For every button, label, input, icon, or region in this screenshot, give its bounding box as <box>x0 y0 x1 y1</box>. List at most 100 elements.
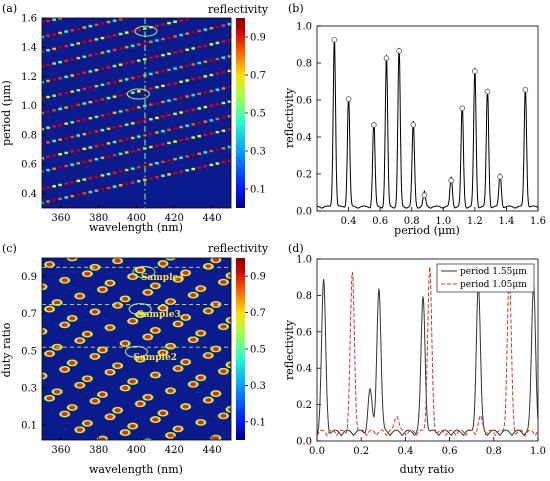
heatmap-a-cell <box>88 100 93 104</box>
heatmap-a-cell <box>143 147 147 150</box>
heatmap-c-dot-core <box>46 351 53 356</box>
heatmap-a-cell <box>185 137 189 141</box>
x-axis-c: 360 380 400 420 440 <box>51 436 222 456</box>
legend-d-entry-1: period 1.55μm <box>460 267 527 277</box>
heatmap-a-cell <box>106 96 111 100</box>
heatmap-c-dot-core <box>227 407 231 412</box>
heatmap-c-dot-core <box>190 382 197 387</box>
heatmap-a-cell <box>203 28 208 31</box>
heatmap-a-cell <box>167 68 171 72</box>
heatmap-a-cell <box>136 28 141 32</box>
heatmap-a-cell <box>185 64 189 68</box>
heatmap-a-cell <box>161 100 165 104</box>
series-b-markers <box>331 36 529 199</box>
heatmap-c-dot-core <box>205 308 212 313</box>
heatmap-c-dot-core <box>84 376 91 381</box>
heatmap-a-cell <box>209 104 214 107</box>
heatmap-a-cell <box>58 197 62 201</box>
heatmap-a-cell <box>118 94 123 97</box>
heatmap-a-cell <box>70 181 75 184</box>
heatmap-c-dot-core <box>42 329 46 334</box>
heatmap-a-cell <box>149 177 153 180</box>
heatmap-a-cell <box>58 18 62 20</box>
y-tick-label: 0.1 <box>21 421 37 432</box>
heatmap-a-cell <box>118 152 123 156</box>
heatmap-a-cell <box>112 19 117 22</box>
heatmap-a-cell <box>209 163 214 167</box>
heatmap-a-cell <box>58 31 62 35</box>
heatmap-a-cell <box>42 201 44 205</box>
heatmap-a-cell <box>100 36 105 40</box>
x-tick-label: 1.4 <box>498 216 514 227</box>
heatmap-c-dot-core <box>99 392 106 397</box>
heatmap-c-dot-core <box>61 278 68 283</box>
heatmap-a-cell <box>191 63 195 66</box>
heatmap-a-cell <box>197 45 202 49</box>
heatmap-a-cell <box>136 135 141 138</box>
panel-d: (d) 0.0 0.2 0.4 0.6 0.8 1.0 0.0 0.2 0.4 0.6 0.8 1.0… <box>283 242 546 476</box>
heatmap-a-cell <box>155 131 159 134</box>
heatmap-a-cell <box>143 119 147 122</box>
heatmap-c-dot-core <box>121 386 129 390</box>
heatmap-a-cell <box>130 107 135 110</box>
heatmap-a-cell <box>42 170 44 173</box>
heatmap-a-cell <box>94 130 99 133</box>
data-point-marker <box>459 105 466 112</box>
heatmap-a-cell <box>88 146 93 149</box>
panel-a-label: (a) <box>2 2 17 15</box>
panel-c-label: (c) <box>2 242 17 255</box>
heatmap-a-cell <box>112 185 117 188</box>
heatmap-a-cell <box>197 92 202 96</box>
heatmap-a-cell <box>173 127 177 130</box>
heatmap-a-cell <box>70 150 75 153</box>
heatmap-a-cell <box>227 69 231 73</box>
heatmap-a-cell <box>64 30 68 33</box>
y-axis-label-b: reflectivity <box>283 87 296 148</box>
heatmap-a-cell <box>94 23 99 26</box>
sample-ellipse <box>128 303 152 316</box>
heatmap-c-dot-core <box>114 408 121 413</box>
heatmap-c-dot-core <box>137 357 144 362</box>
heatmap-a-cell <box>88 24 93 28</box>
heatmap-c-dot-core <box>69 405 76 410</box>
heatmap-a-cell <box>149 145 153 149</box>
heatmap-c-dot-core <box>137 268 144 273</box>
colorbar-tick-label: 0.1 <box>250 417 266 428</box>
heatmap-a-cell <box>76 162 81 165</box>
heatmap-a-cell <box>124 92 129 96</box>
heatmap-a-cell <box>106 186 111 190</box>
data-point-marker <box>472 68 478 75</box>
y-axis-label-a: period (μm) <box>0 80 13 146</box>
heatmap-a-cell <box>161 160 165 164</box>
heatmap-a-cell <box>42 157 44 160</box>
heatmap-a-cell <box>179 96 183 100</box>
heatmap-a-cell <box>106 172 111 176</box>
colorbar-tick-label: 0.1 <box>250 185 266 196</box>
heatmap-c-dot-core <box>144 334 152 339</box>
x-tick-label: 0.2 <box>353 446 369 457</box>
heatmap-a-cell <box>82 178 87 181</box>
data-point-marker <box>371 122 377 128</box>
series-line-2 <box>316 266 539 437</box>
heatmap-a-cell <box>161 143 165 146</box>
heatmap-c-dot-core <box>129 424 136 429</box>
heatmap-a-cell <box>64 182 68 185</box>
heatmap-a-cell <box>52 78 56 81</box>
heatmap-c-dot-core <box>220 413 227 418</box>
heatmap-a-cell <box>112 95 117 98</box>
heatmap-c-dot-core <box>99 437 106 440</box>
heatmap-c-dot-core <box>42 284 46 289</box>
heatmap-c-dot-core <box>167 344 174 349</box>
y-tick-label: 0.7 <box>21 309 37 320</box>
heatmap-c-dot-core <box>182 315 189 320</box>
heatmap-a-cell <box>209 59 214 62</box>
heatmap-c-dot-core <box>99 347 106 352</box>
y-tick-label: 0.4 <box>296 133 312 144</box>
heatmap-a-cell <box>221 160 226 164</box>
heatmap-a-cell <box>167 173 171 176</box>
heatmap-a-cell <box>88 39 93 42</box>
data-point-marker <box>421 192 428 199</box>
heatmap-a-cell <box>161 174 165 177</box>
x-tick-label: 0.8 <box>404 216 420 227</box>
heatmap-c-dot-core <box>152 283 159 288</box>
